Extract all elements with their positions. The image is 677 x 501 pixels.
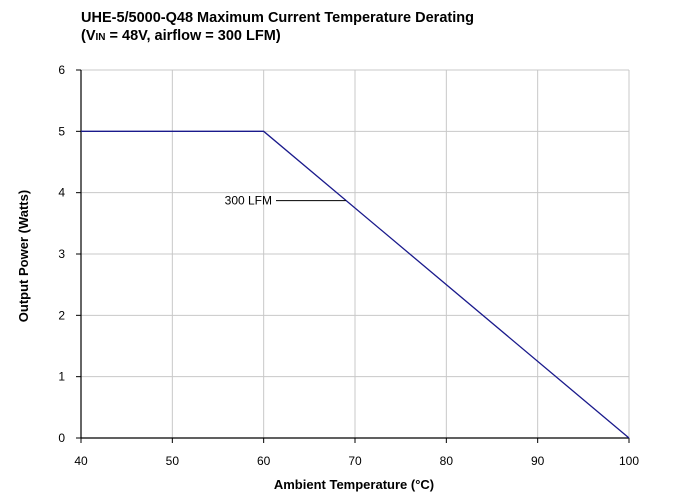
x-tick-label-90: 90 [531,454,545,468]
y-tick-label-2: 2 [58,308,65,322]
chart-title-line2: (VIN = 48V, airflow = 300 LFM) [81,27,474,47]
tick-labels: 40 50 60 70 80 90 100 0 1 2 3 4 5 6 [58,63,639,468]
title-subscript: IN [95,32,106,43]
x-tick-label-80: 80 [440,454,454,468]
x-tick-label-100: 100 [619,454,639,468]
y-tick-label-3: 3 [58,247,65,261]
grid [81,70,629,438]
title-suffix: = 48V, airflow = 300 LFM) [105,28,281,44]
y-axis-title: Output Power (Watts) [16,190,31,322]
y-tick-label-5: 5 [58,124,65,138]
y-tick-label-1: 1 [58,370,65,384]
series-lines [81,130,630,439]
annotation-label: 300 LFM [225,194,272,208]
chart-title: UHE-5/5000-Q48 Maximum Current Temperatu… [81,9,474,47]
title-prefix: (V [81,28,96,44]
axes [76,69,630,443]
x-tick-label-40: 40 [74,454,88,468]
y-tick-label-6: 6 [58,63,65,77]
x-tick-label-60: 60 [257,454,271,468]
chart-title-line1: UHE-5/5000-Q48 Maximum Current Temperatu… [81,10,474,26]
x-axis-title: Ambient Temperature (°C) [274,477,434,492]
y-tick-label-0: 0 [58,431,65,445]
series-line-0 [81,130,630,439]
x-tick-label-50: 50 [166,454,180,468]
annotation: 300 LFM [225,194,346,208]
y-tick-label-4: 4 [58,186,65,200]
x-tick-label-70: 70 [348,454,362,468]
